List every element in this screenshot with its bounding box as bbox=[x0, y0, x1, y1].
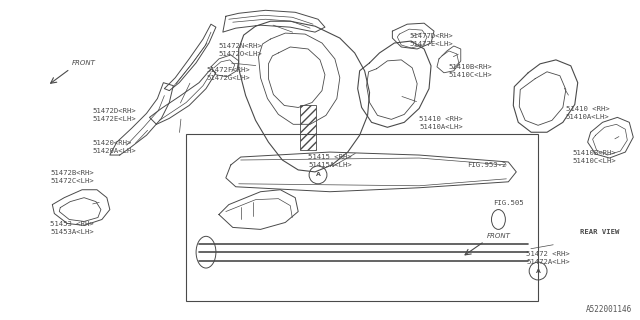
Text: A: A bbox=[316, 172, 321, 177]
Text: 51477D<RH>
51477E<LH>: 51477D<RH> 51477E<LH> bbox=[409, 33, 453, 47]
Text: A: A bbox=[536, 268, 541, 274]
Text: FIG.505: FIG.505 bbox=[493, 200, 524, 206]
Polygon shape bbox=[300, 106, 316, 150]
Text: 51472N<RH>
51472O<LH>: 51472N<RH> 51472O<LH> bbox=[219, 43, 262, 57]
Text: 51410B<RH>
51410C<LH>: 51410B<RH> 51410C<LH> bbox=[573, 150, 616, 164]
Bar bbox=[186, 134, 538, 301]
Text: 51410 <RH>
51410A<LH>: 51410 <RH> 51410A<LH> bbox=[566, 107, 609, 120]
Text: 51472 <RH>
51472A<LH>: 51472 <RH> 51472A<LH> bbox=[526, 251, 570, 265]
Text: 51472D<RH>
51472E<LH>: 51472D<RH> 51472E<LH> bbox=[92, 108, 136, 122]
Text: 51472B<RH>
51472C<LH>: 51472B<RH> 51472C<LH> bbox=[51, 170, 94, 184]
Text: FRONT: FRONT bbox=[486, 233, 511, 239]
Text: A522001146: A522001146 bbox=[586, 305, 632, 314]
Text: 51415 <RH>
51415A<LH>: 51415 <RH> 51415A<LH> bbox=[308, 154, 352, 168]
Text: 51420<RH>
51420A<LH>: 51420<RH> 51420A<LH> bbox=[92, 140, 136, 154]
Text: 51410 <RH>
51410A<LH>: 51410 <RH> 51410A<LH> bbox=[419, 116, 463, 130]
Text: FRONT: FRONT bbox=[72, 60, 96, 66]
Text: FIG.953-2: FIG.953-2 bbox=[467, 162, 506, 168]
Text: 51453 <RH>
51453A<LH>: 51453 <RH> 51453A<LH> bbox=[51, 221, 94, 235]
Text: 51472F<RH>
51472G<LH>: 51472F<RH> 51472G<LH> bbox=[206, 67, 250, 81]
Text: REAR VIEW: REAR VIEW bbox=[580, 229, 619, 236]
Text: 51410B<RH>
51410C<LH>: 51410B<RH> 51410C<LH> bbox=[449, 64, 493, 77]
